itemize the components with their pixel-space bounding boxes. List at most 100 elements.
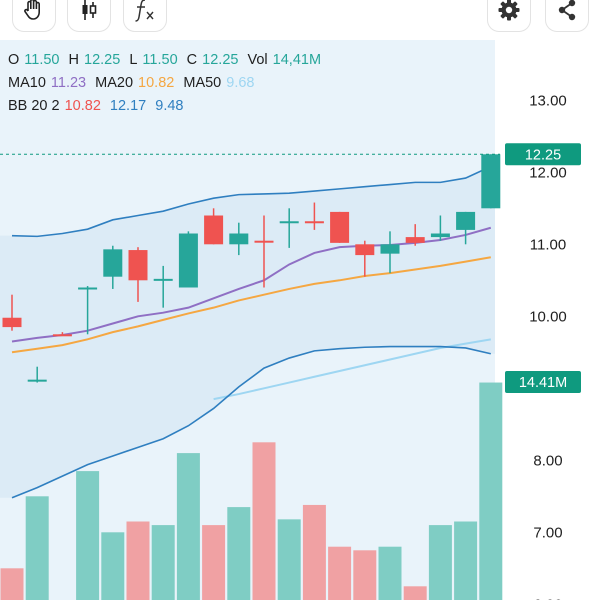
- volume-bar: [151, 525, 175, 600]
- volume-bar: [202, 525, 226, 600]
- candle-body: [178, 233, 198, 288]
- candle-body: [229, 233, 249, 245]
- candle: [229, 222, 249, 256]
- candle-body: [304, 221, 324, 224]
- ohlc-legend: O 11.50 H 12.25 L 11.50 C 12.25 Vol 14,41M: [8, 52, 326, 68]
- bb-mid-value: 12.17: [109, 98, 147, 114]
- bollinger-lower-line: [11, 345, 491, 499]
- ma10-value: 11.23: [50, 75, 87, 91]
- volume-bar: [403, 586, 427, 600]
- candle-body: [405, 237, 425, 243]
- low-value: 11.50: [142, 52, 178, 68]
- fx-icon: [135, 0, 154, 22]
- volume-bar: [353, 550, 377, 600]
- last-price-label: 12.25: [525, 147, 561, 163]
- price-axis: 13.00 12.00 11.00 10.00 8.00 7.00 6.00: [529, 92, 567, 600]
- price-axis-tick: 6.00: [533, 596, 562, 600]
- ma10-label: MA10: [8, 75, 46, 91]
- bb-legend: BB 20 2 10.82 12.17 9.48: [8, 98, 188, 114]
- candle: [456, 211, 476, 245]
- bb-label: BB 20 2: [8, 98, 60, 114]
- candle-body: [279, 221, 299, 224]
- ma20-label: MA20: [95, 75, 134, 91]
- price-axis-tick: 7.00: [533, 524, 562, 541]
- price-axis-tick: 8.00: [533, 452, 562, 469]
- volume-bar: [227, 507, 251, 600]
- candle: [204, 208, 224, 245]
- volume-bar: [252, 442, 276, 600]
- volume-bar: [378, 546, 402, 600]
- candle-body: [456, 211, 476, 230]
- price-axis-tick: 11.00: [530, 236, 566, 253]
- low-label: L: [129, 52, 138, 68]
- candle-body: [254, 240, 274, 243]
- share-icon: [558, 0, 576, 21]
- candle-body: [78, 287, 98, 290]
- volume-bar: [176, 453, 200, 600]
- hand-icon: [24, 0, 40, 20]
- candle-body: [355, 244, 375, 256]
- volume-bars: [0, 382, 503, 600]
- last-volume-tag: 14.41M: [505, 371, 581, 393]
- candles: [2, 154, 501, 383]
- volume-bar: [25, 496, 49, 600]
- candle: [481, 154, 501, 209]
- candle: [128, 247, 148, 302]
- close-value: 12.25: [202, 52, 239, 68]
- volume-value: 14,41M: [272, 52, 322, 68]
- candle: [153, 265, 173, 308]
- chart-type-button[interactable]: [67, 0, 111, 32]
- volume-bar: [101, 532, 125, 600]
- candle: [279, 208, 299, 248]
- candle: [78, 286, 98, 335]
- candle: [27, 366, 47, 383]
- volume-bar: [0, 568, 24, 600]
- candle: [355, 240, 375, 277]
- candle-body: [330, 211, 350, 243]
- price-axis-tick: 10.00: [529, 308, 567, 325]
- volume-bar: [428, 525, 452, 600]
- volume-bar: [277, 519, 301, 600]
- candle: [304, 202, 324, 230]
- gear-icon: [498, 0, 520, 21]
- last-volume-label: 14.41M: [519, 375, 567, 391]
- candle: [405, 224, 425, 246]
- last-price-tag: 12.25: [505, 143, 581, 166]
- candle: [380, 231, 400, 274]
- ma50-value: 9.68: [226, 75, 255, 91]
- candle-body: [153, 278, 173, 281]
- hand-tool-button[interactable]: [12, 0, 56, 32]
- ma20-value: 10.82: [138, 75, 175, 91]
- bb-lower-value: 10.82: [64, 98, 101, 114]
- candle-body: [2, 317, 22, 328]
- candle: [254, 215, 274, 288]
- high-label: H: [68, 52, 80, 68]
- bb-upper-value: 9.48: [155, 98, 184, 114]
- price-axis-tick: 13.00: [529, 92, 567, 109]
- toolbar: [0, 0, 600, 40]
- candle-body: [27, 379, 47, 382]
- candle: [330, 211, 350, 243]
- candle-body: [430, 233, 450, 238]
- volume-bar: [76, 471, 100, 600]
- volume-bar: [479, 382, 503, 600]
- volume-label: Vol: [247, 52, 268, 68]
- candlestick-icon: [82, 0, 97, 20]
- bollinger-upper-line: [11, 165, 492, 238]
- high-value: 12.25: [84, 52, 121, 68]
- settings-button[interactable]: [487, 0, 531, 32]
- open-value: 11.50: [24, 52, 60, 68]
- candle: [178, 231, 198, 288]
- share-button[interactable]: [545, 0, 589, 32]
- price-axis-tick: 12.00: [529, 164, 567, 181]
- candle-body: [204, 215, 224, 245]
- ma10-line: [11, 226, 492, 343]
- candle: [52, 332, 72, 337]
- candle: [430, 215, 450, 241]
- open-label: O: [8, 52, 20, 68]
- ma20-line: [11, 256, 491, 354]
- volume-bar: [328, 546, 352, 600]
- ma50-label: MA50: [183, 75, 222, 91]
- indicators-button[interactable]: [123, 0, 167, 32]
- price-chart[interactable]: 13.00 12.00 11.00 10.00 8.00 7.00 6.00 12.25 1…: [0, 40, 600, 600]
